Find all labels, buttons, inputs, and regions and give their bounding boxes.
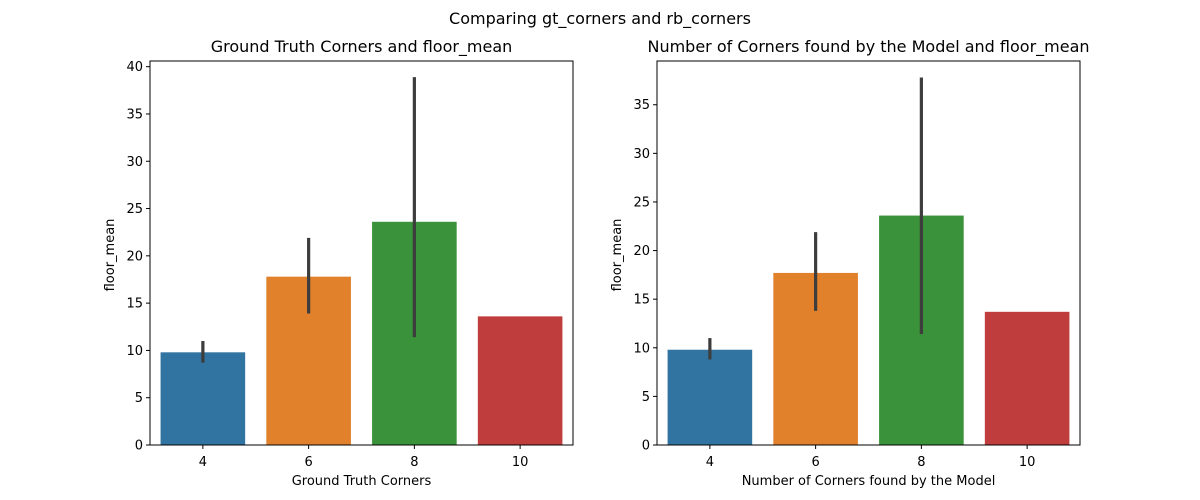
y-tick-label: 20	[126, 249, 143, 264]
axes-frame	[656, 60, 1081, 446]
subplot-title: Number of Corners found by the Model and…	[647, 37, 1089, 57]
subplot-ground-truth-corners: Ground Truth Corners and floor_mean 0 5 10…	[103, 37, 574, 489]
y-tick-label: 30	[126, 155, 143, 170]
y-tick-label: 15	[126, 297, 143, 312]
plot-area: 0 5 10 15 20 25 30 35 40 4 6 8 10	[126, 60, 574, 470]
x-axis-label: Number of Corners found by the Model	[742, 474, 996, 489]
x-tick-label: 8	[917, 455, 925, 470]
y-tick-label: 10	[126, 344, 143, 359]
y-tick-label: 20	[633, 244, 650, 259]
x-tick-label: 4	[199, 455, 207, 470]
bar-10	[984, 311, 1070, 445]
y-tick-label: 0	[642, 439, 650, 454]
bar-10	[477, 316, 563, 445]
y-axis-label: floor_mean	[610, 219, 625, 292]
y-tick-label: 10	[633, 341, 650, 356]
y-tick-label: 15	[633, 293, 650, 308]
x-tick-label: 10	[512, 455, 529, 470]
figure-suptitle: Comparing gt_corners and rb_corners	[449, 9, 751, 29]
y-tick-label: 35	[126, 107, 143, 122]
x-tick-label: 6	[811, 455, 819, 470]
y-tick-label: 40	[126, 60, 143, 75]
y-tick-label: 5	[135, 391, 143, 406]
subplot-model-corners: Number of Corners found by the Model and…	[610, 37, 1090, 489]
y-tick-label: 5	[642, 390, 650, 405]
x-tick-label: 6	[304, 455, 312, 470]
y-tick-label: 30	[633, 147, 650, 162]
bar-4	[667, 349, 753, 445]
axes-frame	[149, 60, 574, 446]
y-tick-label: 0	[135, 439, 143, 454]
x-tick-label: 8	[410, 455, 418, 470]
x-tick-label: 4	[706, 455, 714, 470]
y-tick-label: 25	[126, 202, 143, 217]
bar-4	[160, 352, 246, 445]
y-tick-label: 35	[633, 98, 650, 113]
subplot-title: Ground Truth Corners and floor_mean	[211, 37, 513, 57]
plot-area: 0 5 10 15 20 25 30 35 4 6 8 10	[633, 60, 1081, 470]
y-axis-label: floor_mean	[103, 219, 118, 292]
x-tick-label: 10	[1019, 455, 1036, 470]
y-tick-label: 25	[633, 195, 650, 210]
x-axis-label: Ground Truth Corners	[292, 474, 432, 489]
